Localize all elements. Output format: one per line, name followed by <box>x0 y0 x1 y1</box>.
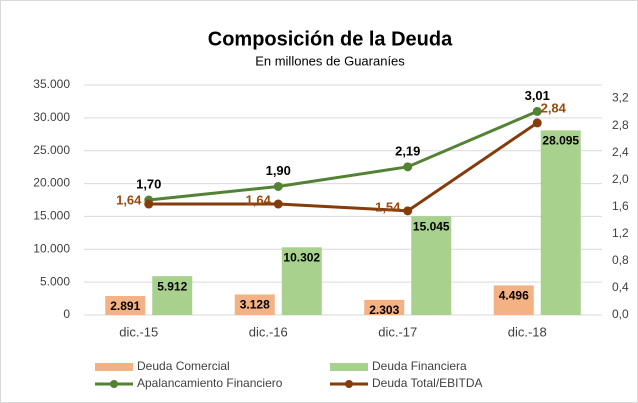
y2-tick-label: 1,2 <box>612 226 629 240</box>
data-label: 1,54 <box>375 199 401 214</box>
data-label: 28.095 <box>542 134 579 148</box>
line-marker <box>144 199 154 209</box>
line-marker <box>532 118 542 128</box>
y2-tick-label: 2,8 <box>612 118 629 132</box>
bar <box>493 285 534 315</box>
legend-label: Deuda Total/EBITDA <box>372 376 483 390</box>
line-marker <box>273 181 283 191</box>
data-label: 10.302 <box>283 250 320 264</box>
y2-tick-label: 3,2 <box>612 91 629 105</box>
data-label: 5.912 <box>157 279 187 293</box>
y-tick-label: 5.000 <box>40 274 70 288</box>
data-label: 1,90 <box>266 163 291 178</box>
y2-tick-label: 0,4 <box>612 280 629 294</box>
y-tick-label: 20.000 <box>33 176 70 190</box>
data-label: 3,01 <box>525 88 550 103</box>
y-tick-label: 35.000 <box>33 77 70 91</box>
line-marker <box>403 162 413 172</box>
data-label: 2.891 <box>110 299 140 313</box>
data-label: 1,64 <box>246 192 272 207</box>
line-marker <box>532 106 542 116</box>
y-tick-label: 10.000 <box>33 241 70 255</box>
chart-title: Composición de la Deuda <box>208 28 453 50</box>
data-label: 1,70 <box>136 176 161 191</box>
legend-swatch <box>330 363 368 371</box>
x-tick-label: dic.-16 <box>249 324 288 339</box>
y2-tick-label: 1,6 <box>612 199 629 213</box>
data-label: 2.303 <box>369 303 399 317</box>
x-tick-label: dic.-15 <box>119 324 158 339</box>
data-label: 2,19 <box>395 143 420 158</box>
legend-swatch <box>110 380 118 388</box>
legend-label: Deuda Financiera <box>372 359 467 373</box>
y-tick-label: 30.000 <box>33 110 70 124</box>
line-marker <box>403 206 413 216</box>
legend-label: Deuda Comercial <box>137 359 230 373</box>
data-label: 2,84 <box>541 100 567 115</box>
bar <box>540 130 581 315</box>
y2-tick-label: 2,0 <box>612 172 629 186</box>
bar <box>281 247 322 315</box>
bar <box>105 296 146 315</box>
y-tick-label: 0 <box>63 307 70 321</box>
y2-tick-label: 0,8 <box>612 253 629 267</box>
line-marker <box>273 199 283 209</box>
bar <box>411 216 452 315</box>
bar <box>234 294 275 315</box>
y-tick-label: 15.000 <box>33 209 70 223</box>
data-label: 3.128 <box>240 298 270 312</box>
data-label: 1,64 <box>116 192 142 207</box>
legend-label: Apalancamiento Financiero <box>137 376 283 390</box>
legend-swatch <box>95 363 133 371</box>
line-series <box>148 121 539 213</box>
bar <box>152 276 193 315</box>
bar <box>364 299 405 315</box>
data-label: 15.045 <box>413 219 450 233</box>
y2-tick-label: 0,0 <box>612 307 629 321</box>
y-tick-label: 25.000 <box>33 143 70 157</box>
y2-tick-label: 2,4 <box>612 145 629 159</box>
legend-swatch <box>345 380 353 388</box>
x-tick-label: dic.-17 <box>378 324 417 339</box>
chart-subtitle: En millones de Guaraníes <box>255 53 405 68</box>
data-label: 4.496 <box>499 289 529 303</box>
line-series <box>148 110 538 202</box>
x-tick-label: dic.-18 <box>508 324 547 339</box>
